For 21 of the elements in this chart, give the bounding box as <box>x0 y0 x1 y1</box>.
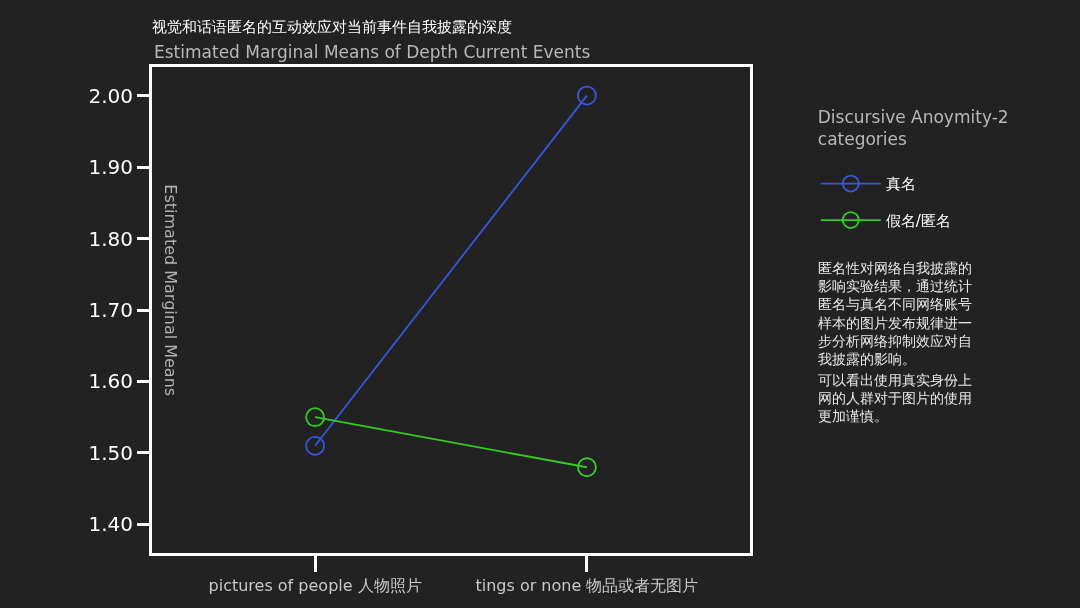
legend-label: 真名 <box>885 175 916 194</box>
y-tick-label: 1.50 <box>88 440 133 465</box>
chart-title: 视觉和话语匿名的互动效应对当前事件自我披露的深度 <box>152 18 512 37</box>
y-tick-label: 1.40 <box>88 512 133 537</box>
point <box>577 85 597 106</box>
chart-subtitle: Estimated Marginal Means of Depth Current Events <box>154 42 591 62</box>
x-tick-label: tings or none 物品或者无图片 <box>475 576 699 596</box>
y-tick-label: 1.90 <box>88 155 133 180</box>
y-tick-label: 1.80 <box>88 226 133 251</box>
point <box>305 407 325 428</box>
y-axis-title: Estimated Marginal Means <box>160 184 180 397</box>
y-tick-label: 2.00 <box>88 83 133 108</box>
y-tick-label: 1.60 <box>88 369 133 394</box>
point <box>305 435 325 456</box>
text: 匿名性对网络自我披露的影响实验结果，通过统计匿名与真名不同网络账号样本的图片发布规律进一步分析网络抑制效应对自我披露的影响。 <box>818 260 972 367</box>
text: 可以看出使用真实身份上网的人群对于图片的使用更加谨慎。 <box>818 372 972 425</box>
y-tick-label: 1.70 <box>88 298 133 322</box>
legend-title: Discursive Anoymity-2 categories <box>817 107 1009 150</box>
point <box>577 457 597 478</box>
x-tick-label: pictures of people 人物照片 <box>208 576 422 596</box>
legend-label: 假名/匿名 <box>885 211 951 230</box>
